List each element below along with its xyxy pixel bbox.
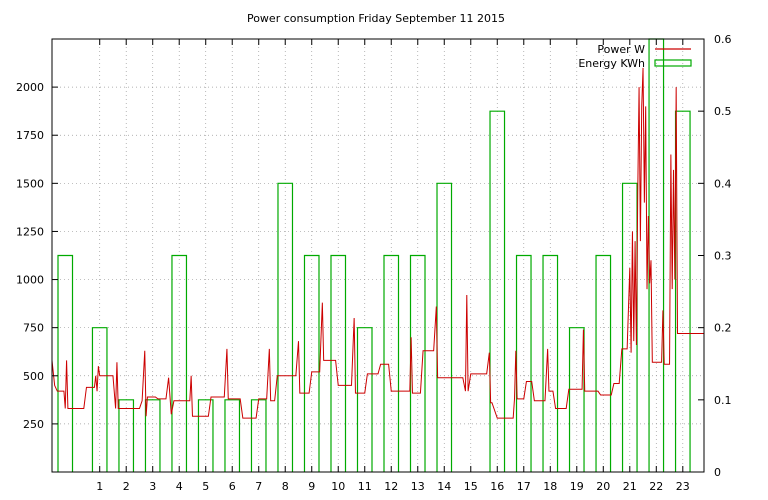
y2-tick-label: 0.2 xyxy=(714,322,732,335)
y-tick-label: 500 xyxy=(23,370,44,383)
x-tick-label: 5 xyxy=(202,480,209,493)
chart-title: Power consumption Friday September 11 20… xyxy=(247,12,505,25)
x-tick-label: 20 xyxy=(596,480,610,493)
energy-bar xyxy=(171,254,188,472)
energy-bar xyxy=(224,399,241,472)
x-tick-label: 6 xyxy=(229,480,236,493)
energy-bar xyxy=(91,327,108,472)
power-line xyxy=(51,67,704,419)
y-tick-label: 1000 xyxy=(16,274,44,287)
energy-bar xyxy=(595,254,612,472)
y-tick-label: 250 xyxy=(23,418,44,431)
legend-label-energy: Energy KWh xyxy=(578,57,645,70)
energy-bar xyxy=(277,182,294,472)
x-tick-label: 4 xyxy=(176,480,183,493)
y-tick-label: 1500 xyxy=(16,177,44,190)
power-line-layer xyxy=(51,67,704,419)
legend-label-power: Power W xyxy=(597,43,645,56)
x-tick-label: 14 xyxy=(437,480,451,493)
x-tick-label: 15 xyxy=(464,480,478,493)
x-tick-label: 9 xyxy=(308,480,315,493)
energy-bar xyxy=(144,399,161,472)
y2-tick-label: 0.6 xyxy=(714,33,732,46)
x-tick-label: 23 xyxy=(676,480,690,493)
y2-tick-label: 0.3 xyxy=(714,250,732,263)
x-tick-label: 3 xyxy=(149,480,156,493)
x-tick-label: 22 xyxy=(649,480,663,493)
energy-bar xyxy=(489,110,506,472)
energy-bar xyxy=(197,399,214,472)
energy-bar xyxy=(118,399,135,472)
x-tick-label: 11 xyxy=(358,480,372,493)
energy-bar xyxy=(568,327,585,472)
y2-tick-label: 0.1 xyxy=(714,394,732,407)
y2-tick-label: 0.4 xyxy=(714,177,732,190)
y-tick-label: 750 xyxy=(23,322,44,335)
y-tick-label: 2000 xyxy=(16,81,44,94)
energy-bar xyxy=(356,327,373,472)
x-tick-label: 10 xyxy=(331,480,345,493)
y-tick-label: 1750 xyxy=(16,129,44,142)
y-tick-label: 1250 xyxy=(16,225,44,238)
x-tick-label: 8 xyxy=(282,480,289,493)
axis-ticks: 1 2 3 4 5 6 7 8 9 10 11 12 13 14 15 16 17 18 19 20 21 22 23250… xyxy=(16,33,732,493)
x-tick-label: 13 xyxy=(411,480,425,493)
x-tick-label: 17 xyxy=(517,480,531,493)
energy-bar xyxy=(57,254,74,472)
x-tick-label: 7 xyxy=(255,480,262,493)
x-tick-label: 16 xyxy=(490,480,504,493)
legend: Power W Energy KWh xyxy=(578,43,692,70)
x-tick-label: 12 xyxy=(384,480,398,493)
energy-bar xyxy=(542,254,559,472)
y2-tick-label: 0 xyxy=(714,466,721,479)
x-tick-label: 18 xyxy=(543,480,557,493)
energy-bar xyxy=(330,254,347,472)
x-tick-label: 19 xyxy=(570,480,584,493)
energy-bar xyxy=(303,254,320,472)
x-tick-label: 2 xyxy=(123,480,130,493)
x-tick-label: 1 xyxy=(96,480,103,493)
x-tick-label: 21 xyxy=(623,480,637,493)
y2-tick-label: 0.5 xyxy=(714,105,732,118)
energy-bar xyxy=(674,110,691,472)
legend-swatch-energy xyxy=(654,59,692,67)
